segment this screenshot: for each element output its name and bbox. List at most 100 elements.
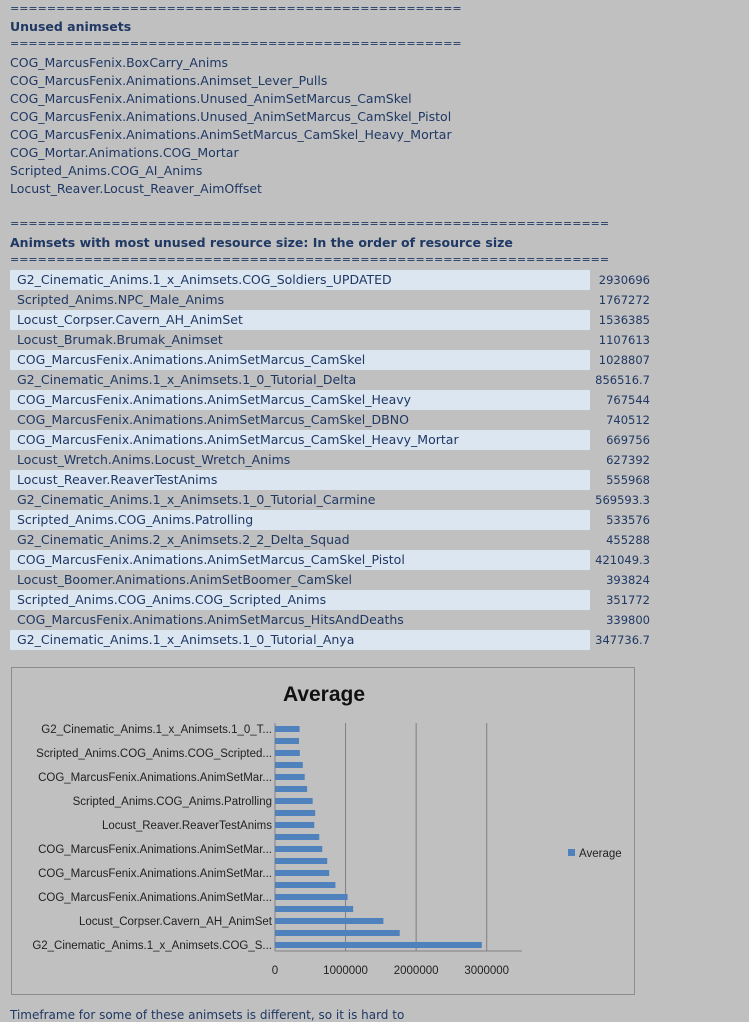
animset-name: COG_MarcusFenix.Animations.AnimSetMarcus… bbox=[10, 390, 590, 410]
resource-size-value: 455288 bbox=[606, 533, 650, 547]
unused-animset-item: COG_MarcusFenix.Animations.Animset_Lever… bbox=[10, 73, 328, 88]
y-category-label: G2_Cinematic_Anims.1_x_Animsets.1_0_T... bbox=[41, 724, 272, 736]
footer-text: Timeframe for some of these animsets is … bbox=[10, 1008, 405, 1022]
resource-size-value: 627392 bbox=[606, 453, 650, 467]
unused-animsets-heading: Unused animsets bbox=[10, 19, 132, 34]
unused-animset-item: COG_MarcusFenix.Animations.AnimSetMarcus… bbox=[10, 127, 452, 142]
animset-name: G2_Cinematic_Anims.1_x_Animsets.1_0_Tuto… bbox=[17, 492, 376, 507]
table-row: G2_Cinematic_Anims.2_x_Animsets.2_2_Delt… bbox=[10, 530, 650, 550]
unused-animset-item: COG_MarcusFenix.Animations.Unused_AnimSe… bbox=[10, 109, 452, 124]
unused-animset-item: Locust_Reaver.Locust_Reaver_AimOffset bbox=[10, 181, 262, 196]
animset-name: Scripted_Anims.COG_Anims.Patrolling bbox=[10, 510, 590, 530]
table-row: Scripted_Anims.COG_Anims.COG_Scripted_An… bbox=[10, 590, 650, 610]
bar[interactable] bbox=[275, 894, 348, 900]
resource-size-value: 1767272 bbox=[598, 293, 650, 307]
legend-label: Average bbox=[579, 848, 622, 860]
bar[interactable] bbox=[275, 918, 384, 924]
bar[interactable] bbox=[275, 942, 482, 948]
animset-name: G2_Cinematic_Anims.1_x_Animsets.1_0_Tuto… bbox=[17, 372, 357, 387]
animset-name: COG_MarcusFenix.Animations.AnimSetMarcus… bbox=[17, 612, 404, 627]
resource-size-value: 533576 bbox=[606, 513, 650, 527]
animset-name: G2_Cinematic_Anims.1_x_Animsets.1_0_Tuto… bbox=[10, 630, 590, 650]
chart-canvas: Average Average 0 1000000 2000000 3000000 G2… bbox=[32, 683, 622, 977]
resource-size-value: 393824 bbox=[606, 573, 650, 587]
animset-name: Locust_Brumak.Brumak_Animset bbox=[17, 332, 223, 347]
y-category-label: COG_MarcusFenix.Animations.AnimSetMar... bbox=[38, 772, 272, 784]
table-row: Locust_Reaver.ReaverTestAnims 555968 bbox=[10, 470, 650, 490]
table-row: Locust_Wretch.Anims.Locust_Wretch_Anims 6… bbox=[10, 450, 650, 470]
table-row: G2_Cinematic_Anims.1_x_Animsets.1_0_Tuto… bbox=[10, 370, 650, 390]
bar[interactable] bbox=[275, 822, 315, 828]
resource-size-value: 2930696 bbox=[598, 273, 650, 287]
table-row: Locust_Boomer.Animations.AnimSetBoomer_C… bbox=[10, 570, 650, 590]
separator: ========================================… bbox=[10, 37, 462, 50]
bar[interactable] bbox=[275, 726, 300, 732]
table-row: COG_MarcusFenix.Animations.AnimSetMarcus… bbox=[10, 390, 650, 410]
resource-size-value: 856516.7 bbox=[595, 373, 650, 387]
bar[interactable] bbox=[275, 858, 328, 864]
table-row: Locust_Brumak.Brumak_Animset 1107613 bbox=[10, 330, 650, 350]
table-row: COG_MarcusFenix.Animations.AnimSetMarcus… bbox=[10, 550, 650, 570]
y-category-label: Scripted_Anims.COG_Anims.COG_Scripted... bbox=[36, 748, 272, 760]
resource-size-value: 569593.3 bbox=[595, 493, 650, 507]
x-tick-label: 1000000 bbox=[323, 965, 368, 977]
y-category-label: G2_Cinematic_Anims.1_x_Animsets.COG_S... bbox=[32, 940, 272, 952]
y-category-label: COG_MarcusFenix.Animations.AnimSetMar... bbox=[38, 844, 272, 856]
resource-size-heading: Animsets with most unused resource size:… bbox=[10, 235, 513, 250]
bar[interactable] bbox=[275, 906, 354, 912]
unused-animset-item: COG_MarcusFenix.Animations.Unused_AnimSe… bbox=[10, 91, 412, 106]
animset-name: COG_MarcusFenix.Animations.AnimSetMarcus… bbox=[10, 430, 590, 450]
x-tick-label: 3000000 bbox=[464, 965, 509, 977]
bar[interactable] bbox=[275, 774, 305, 780]
bar[interactable] bbox=[275, 930, 400, 936]
resource-size-value: 1028807 bbox=[598, 353, 650, 367]
resource-size-value: 347736.7 bbox=[595, 633, 650, 647]
y-category-label: COG_MarcusFenix.Animations.AnimSetMar... bbox=[38, 868, 272, 880]
x-tick-label: 2000000 bbox=[394, 965, 439, 977]
chart-title: Average bbox=[283, 683, 365, 706]
unused-animset-item: Scripted_Anims.COG_AI_Anims bbox=[10, 163, 203, 178]
animset-name: Locust_Corpser.Cavern_AH_AnimSet bbox=[10, 310, 590, 330]
animset-name: G2_Cinematic_Anims.1_x_Animsets.COG_Sold… bbox=[10, 270, 590, 290]
table-row: Scripted_Anims.NPC_Male_Anims 1767272 bbox=[10, 290, 650, 310]
animset-name: Scripted_Anims.COG_Anims.COG_Scripted_An… bbox=[10, 590, 590, 610]
table-row: G2_Cinematic_Anims.1_x_Animsets.1_0_Tuto… bbox=[10, 490, 650, 510]
separator: ========================================… bbox=[10, 217, 610, 230]
resource-size-value: 1107613 bbox=[598, 333, 650, 347]
bar[interactable] bbox=[275, 750, 300, 756]
average-chart[interactable]: Average Average 0 1000000 2000000 3000000 G2… bbox=[11, 667, 635, 995]
unused-animset-item: COG_Mortar.Animations.COG_Mortar bbox=[10, 145, 239, 160]
separator: ========================================… bbox=[10, 253, 610, 266]
resource-size-value: 1536385 bbox=[598, 313, 650, 327]
table-row: COG_MarcusFenix.Animations.AnimSetMarcus… bbox=[10, 610, 650, 630]
legend-swatch bbox=[568, 849, 575, 856]
bar[interactable] bbox=[275, 762, 303, 768]
animset-name: G2_Cinematic_Anims.2_x_Animsets.2_2_Delt… bbox=[17, 532, 350, 547]
animset-name: Locust_Boomer.Animations.AnimSetBoomer_C… bbox=[17, 572, 352, 587]
bar[interactable] bbox=[275, 834, 320, 840]
y-category-label: Scripted_Anims.COG_Anims.Patrolling bbox=[73, 796, 272, 808]
bar[interactable] bbox=[275, 870, 330, 876]
table-row: Locust_Corpser.Cavern_AH_AnimSet 1536385 bbox=[10, 310, 650, 330]
bar[interactable] bbox=[275, 810, 316, 816]
bar[interactable] bbox=[275, 798, 313, 804]
animset-name: Locust_Wretch.Anims.Locust_Wretch_Anims bbox=[17, 452, 291, 467]
table-row: G2_Cinematic_Anims.1_x_Animsets.1_0_Tuto… bbox=[10, 630, 650, 650]
animset-name: Locust_Reaver.ReaverTestAnims bbox=[10, 470, 590, 490]
y-category-label: COG_MarcusFenix.Animations.AnimSetMar... bbox=[38, 892, 272, 904]
bar[interactable] bbox=[275, 738, 299, 744]
unused-animset-item: COG_MarcusFenix.BoxCarry_Anims bbox=[10, 55, 229, 70]
y-category-label: Locust_Corpser.Cavern_AH_AnimSet bbox=[79, 916, 273, 928]
resource-size-value: 421049.3 bbox=[595, 553, 650, 567]
bar[interactable] bbox=[275, 786, 308, 792]
table-row: COG_MarcusFenix.Animations.AnimSetMarcus… bbox=[10, 410, 650, 430]
resource-size-value: 740512 bbox=[606, 413, 650, 427]
bar[interactable] bbox=[275, 882, 336, 888]
resource-size-value: 669756 bbox=[606, 433, 650, 447]
animset-name: COG_MarcusFenix.Animations.AnimSetMarcus… bbox=[10, 350, 590, 370]
animset-name: COG_MarcusFenix.Animations.AnimSetMarcus… bbox=[10, 550, 590, 570]
bar[interactable] bbox=[275, 846, 323, 852]
table-row: G2_Cinematic_Anims.1_x_Animsets.COG_Sold… bbox=[10, 270, 650, 290]
resource-size-value: 339800 bbox=[606, 613, 650, 627]
resource-size-value: 555968 bbox=[606, 473, 650, 487]
